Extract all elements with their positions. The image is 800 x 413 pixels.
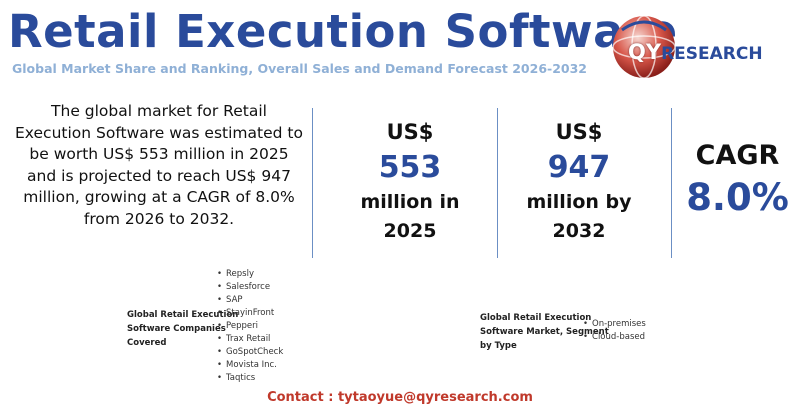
stat-forecast-currency: US$ (555, 120, 603, 144)
list-item: GoSpotCheck (217, 346, 283, 359)
stat-forecast-value: 947 (547, 150, 611, 185)
stat-cagr-value: 8.0% (686, 176, 789, 219)
page-title: Retail Execution Software (8, 5, 678, 58)
list-item: Taqtics (217, 372, 283, 385)
segments-list: On-premises Cloud-based (583, 318, 646, 344)
stat-current-year: 2025 (383, 220, 437, 242)
divider (497, 108, 498, 258)
list-item: StayinFront (217, 307, 283, 320)
globe-icon (612, 15, 676, 79)
stat-current-unit: million in (360, 191, 460, 213)
list-item: Repsly (217, 268, 283, 281)
divider (312, 108, 313, 258)
stat-current: US$ 553 million in 2025 (350, 117, 470, 246)
list-item: Pepperi (217, 320, 283, 333)
header-band: Retail Execution Software Global Market … (0, 0, 800, 88)
list-item: On-premises (583, 318, 646, 331)
stat-current-value: 553 (378, 150, 442, 185)
contact-info[interactable]: Contact : tytaoyue@qyresearch.com (267, 390, 533, 405)
list-item: SAP (217, 294, 283, 307)
stat-cagr: CAGR 8.0% (680, 138, 795, 222)
stat-forecast-unit: million by (526, 191, 632, 213)
qyresearch-logo: QYRESEARCH (608, 4, 788, 86)
list-item: Trax Retail (217, 333, 283, 346)
segments-label: Global Retail Execution Software Market,… (480, 313, 609, 351)
list-item: Movista Inc. (217, 359, 283, 372)
list-item: Cloud-based (583, 331, 646, 344)
logo-research-text: RESEARCH (661, 44, 763, 64)
stat-current-currency: US$ (386, 120, 434, 144)
stat-forecast-year: 2032 (552, 220, 606, 242)
stat-cagr-label: CAGR (695, 140, 780, 171)
companies-label: Global Retail Execution Software Compani… (127, 310, 239, 348)
stat-forecast: US$ 947 million by 2032 (519, 117, 639, 246)
divider (671, 108, 672, 258)
companies-list: Repsly Salesforce SAP StayinFront Pepper… (217, 268, 283, 385)
list-item: Salesforce (217, 281, 283, 294)
logo-qy-text: QY (628, 40, 662, 64)
market-summary: The global market for Retail Execution S… (15, 102, 303, 228)
stats-band (0, 88, 800, 258)
page-subtitle: Global Market Share and Ranking, Overall… (12, 61, 587, 76)
